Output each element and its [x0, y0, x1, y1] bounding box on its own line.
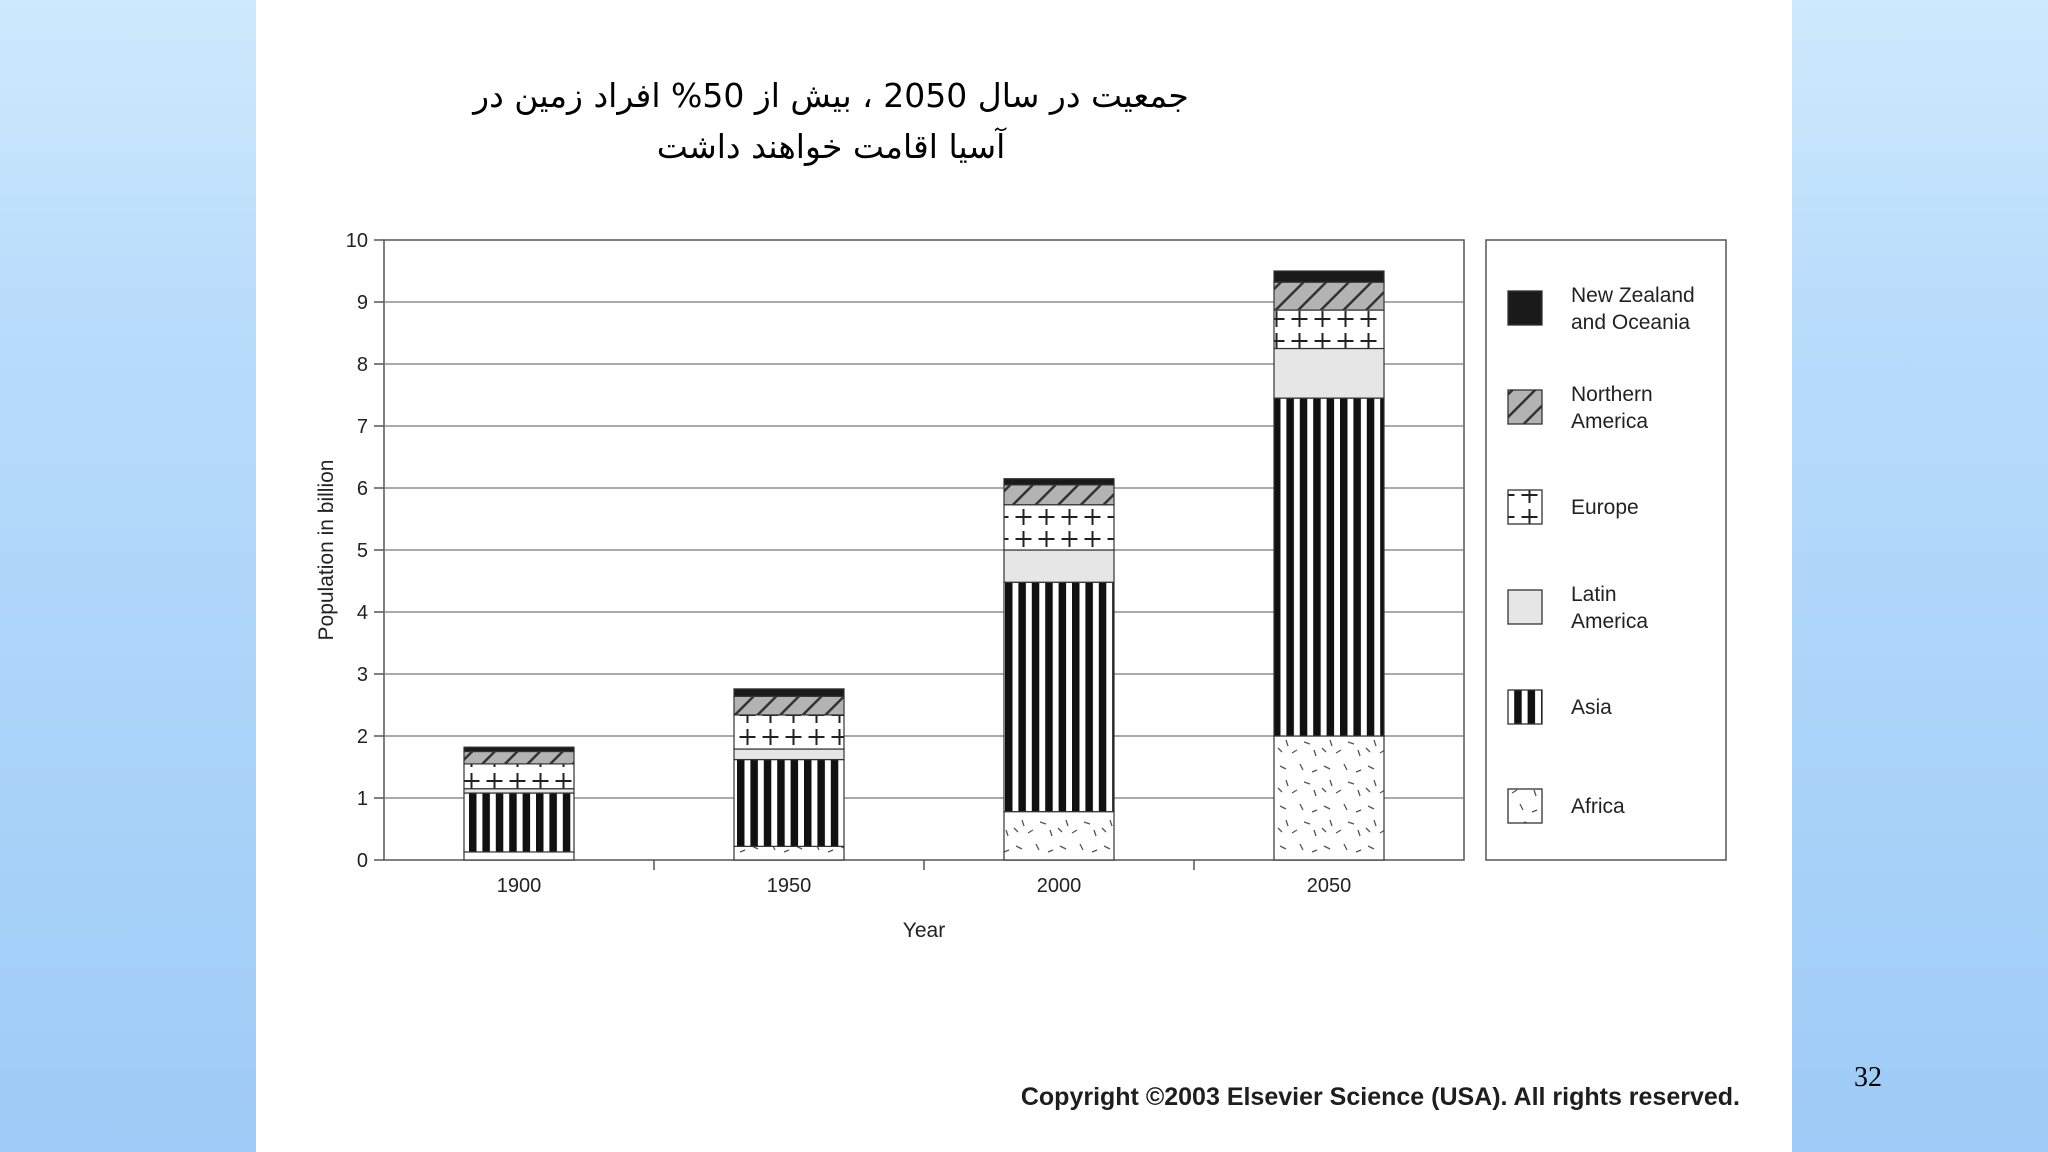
- x-tick-label: 2000: [1037, 875, 1082, 897]
- y-tick-label: 0: [357, 850, 368, 872]
- legend-label: Latin: [1571, 583, 1617, 606]
- bar-segment-europe-1950: [733, 714, 845, 750]
- bar-segment-new-zealand-and-oceania-2000: [1003, 478, 1115, 486]
- bar-segment-northern-america-1950: [733, 695, 845, 716]
- bars: [463, 270, 1385, 861]
- bar-segment-africa-2000: [1003, 811, 1115, 861]
- y-tick-label: 6: [357, 478, 368, 500]
- x-tick-label: 2050: [1307, 875, 1352, 897]
- bar-segment-new-zealand-and-oceania-2050: [1273, 270, 1385, 283]
- y-tick-label: 8: [357, 354, 368, 376]
- bar-segment-latin-america-1950: [733, 748, 845, 761]
- page-number: 32: [1854, 1062, 1882, 1093]
- bar-segment-asia-2050: [1273, 397, 1385, 737]
- copyright-notice: Copyright ©2003 Elsevier Science (USA). …: [1020, 1083, 1740, 1111]
- slide-title: جمعیت در سال 2050 ، بیش از 50% افراد زمی…: [473, 76, 1189, 166]
- legend-swatch-new-zealand-and-oceania: [1507, 290, 1543, 326]
- legend-swatch-asia: [1507, 689, 1543, 725]
- legend-label: America: [1571, 610, 1648, 633]
- y-tick-label: 7: [357, 416, 368, 438]
- legend: New Zealand and Oceania Northern America Eur…: [1485, 239, 1727, 861]
- bar-segment-latin-america-2050: [1273, 347, 1385, 399]
- y-tick-label: 5: [357, 540, 368, 562]
- bar-segment-northern-america-1900: [463, 750, 575, 765]
- y-axis-title: Population in billion: [315, 460, 338, 641]
- bar-segment-latin-america-1900: [463, 788, 575, 794]
- legend-label: America: [1571, 410, 1648, 433]
- bar-segment-europe-2050: [1273, 309, 1385, 350]
- x-tick-label: 1900: [497, 875, 542, 897]
- legend-label: New Zealand: [1571, 284, 1695, 307]
- bar-segment-africa-1950: [733, 845, 845, 861]
- bar-segment-asia-2000: [1003, 581, 1115, 813]
- y-tick-label: 1: [357, 788, 368, 810]
- legend-swatch-latin-america: [1507, 589, 1543, 625]
- legend-label: Europe: [1571, 496, 1639, 519]
- y-tick-label: 3: [357, 664, 368, 686]
- x-tick-label: 1950: [767, 875, 812, 897]
- legend-label: Africa: [1571, 795, 1625, 818]
- bar-segment-asia-1950: [733, 758, 845, 847]
- x-axis-title: Year: [903, 919, 945, 942]
- bar-segment-africa-1900: [463, 851, 575, 861]
- legend-swatch-northern-america: [1507, 389, 1543, 425]
- legend-swatch-africa: [1507, 788, 1543, 824]
- bar-segment-latin-america-2000: [1003, 549, 1115, 583]
- bar-segment-new-zealand-and-oceania-1950: [733, 688, 845, 697]
- legend-label: Northern: [1571, 383, 1653, 406]
- y-tick-label: 4: [357, 602, 368, 624]
- bar-segment-africa-2050: [1273, 735, 1385, 861]
- legend-swatch-europe: [1507, 489, 1543, 525]
- legend-box: [1485, 239, 1727, 861]
- bar-segment-northern-america-2000: [1003, 484, 1115, 506]
- y-tick-label: 2: [357, 726, 368, 748]
- y-tick-label: 9: [357, 292, 368, 314]
- axes: 0 1 2 3 4 5 6 7 8 9 10 1900 1950 2000 2050 Year Populati…: [315, 230, 1351, 942]
- legend-label: Asia: [1571, 696, 1612, 719]
- y-tick-label: 10: [346, 230, 368, 252]
- bar-segment-asia-1900: [463, 792, 575, 853]
- bar-segment-europe-2000: [1003, 504, 1115, 551]
- legend-label: and Oceania: [1571, 311, 1690, 334]
- bar-segment-europe-1900: [463, 763, 575, 790]
- bar-segment-northern-america-2050: [1273, 281, 1385, 311]
- bar-segment-new-zealand-and-oceania-1900: [463, 746, 575, 753]
